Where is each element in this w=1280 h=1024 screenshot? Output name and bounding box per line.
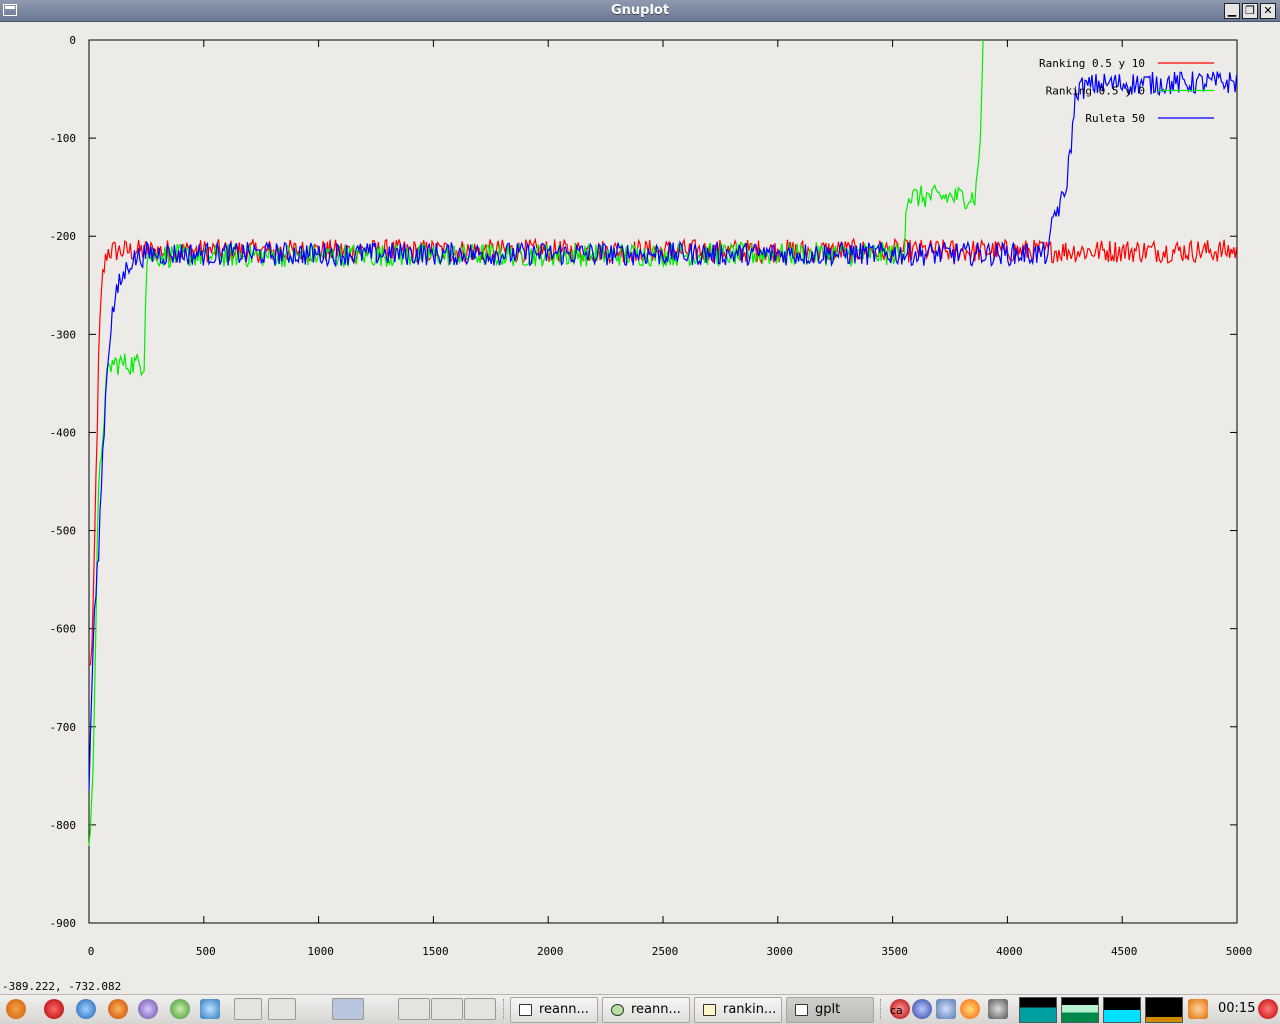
ubuntu-menu-icon[interactable] [6,999,26,1019]
notification-icon[interactable] [960,999,980,1019]
series-line-3 [88,71,1238,792]
load-monitor-icon [1145,997,1183,1023]
x-tick-label: 4500 [1111,945,1138,958]
update-icon[interactable] [1188,999,1208,1019]
y-tick-label: -500 [50,525,77,538]
legend-label: Ruleta 50 [1085,112,1145,125]
workspace-1-icon[interactable] [234,998,262,1020]
memory-monitor-icon [1061,997,1099,1023]
cpu-monitor-icon [1019,997,1057,1023]
y-tick-label: -600 [50,623,77,636]
network-monitor-icon [1103,997,1141,1023]
task-label: gplt [815,1002,841,1017]
window-titlebar[interactable]: Gnuplot ▁ ❐ ✕ [0,0,1280,22]
task-gplt[interactable]: gplt [786,997,874,1023]
clock: 00:15 [1218,1001,1256,1016]
task-reann-1[interactable]: reann... [510,997,598,1023]
x-tick-label: 5000 [1226,945,1253,958]
y-tick-label: -300 [50,328,77,341]
pidgin-icon[interactable] [138,999,158,1019]
close-button[interactable]: ✕ [1260,3,1276,19]
y-tick-label: -100 [50,132,77,145]
x-tick-label: 1000 [307,945,334,958]
x-tick-label: 3000 [767,945,794,958]
browser-icon[interactable] [76,999,96,1019]
separator [503,999,506,1019]
workspace-3-icon[interactable] [332,998,364,1020]
opera-icon[interactable] [44,999,64,1019]
y-tick-label: -800 [50,819,77,832]
window-title: Gnuplot [610,3,670,18]
task-reann-2[interactable]: reann... [602,997,690,1023]
gnuplot-chart[interactable]: 0 500 1000 1500 2000 2500 3000 3500 4000 4500 5000… [0,22,1280,992]
task-rankin[interactable]: rankin... [694,997,782,1023]
x-tick-label: 1500 [422,945,449,958]
firefox-icon[interactable] [108,999,128,1019]
gimp-icon[interactable] [170,999,190,1019]
maximize-button[interactable]: ❐ [1242,3,1258,19]
separator [880,999,883,1019]
workspace-6-icon[interactable] [464,998,496,1020]
x-tick-label: 500 [196,945,216,958]
series-line-2 [88,39,984,846]
series-line-1 [88,237,1238,666]
minimize-button[interactable]: ▁ [1224,3,1240,19]
x-tick-label: 3500 [881,945,908,958]
workspace-2-icon[interactable] [268,998,296,1020]
workspace-5-icon[interactable] [431,998,463,1020]
y-tick-label: -200 [50,230,77,243]
power-icon[interactable] [1258,999,1278,1019]
text-editor-icon [703,1004,716,1016]
task-label: rankin... [723,1002,777,1017]
opera-tray-icon[interactable] [890,999,910,1019]
cursor-coordinates: -389.222, -732.082 [2,980,122,993]
legend-label: Ranking 0.5 y 0 [1046,85,1145,98]
plot-border [88,39,1238,924]
bluetooth-icon[interactable] [936,999,956,1019]
hp-icon[interactable] [912,999,932,1019]
window-icon [795,1004,808,1016]
x-tick-label: 4000 [996,945,1023,958]
virtualbox-icon[interactable] [200,999,220,1019]
y-tick-label: -700 [50,721,77,734]
task-label: reann... [631,1002,681,1017]
network-icon[interactable] [988,999,1008,1019]
window-menu-icon[interactable] [3,4,17,16]
x-tick-label: 2500 [652,945,679,958]
y-tick-label: -400 [50,426,77,439]
y-tick-label: -900 [50,917,77,930]
x-tick-label: 0 [88,945,95,958]
task-label: reann... [539,1002,589,1017]
legend-label: Ranking 0.5 y 10 [1039,57,1145,70]
y-tick-label: 0 [69,34,76,47]
gimp-icon [611,1004,624,1016]
workspace-4-icon[interactable] [398,998,430,1020]
taskbar: reann... reann... rankin... gplt ca 00:1… [0,994,1280,1024]
x-tick-label: 2000 [537,945,564,958]
window-icon [519,1004,532,1016]
tray-text: ca [890,1004,903,1017]
